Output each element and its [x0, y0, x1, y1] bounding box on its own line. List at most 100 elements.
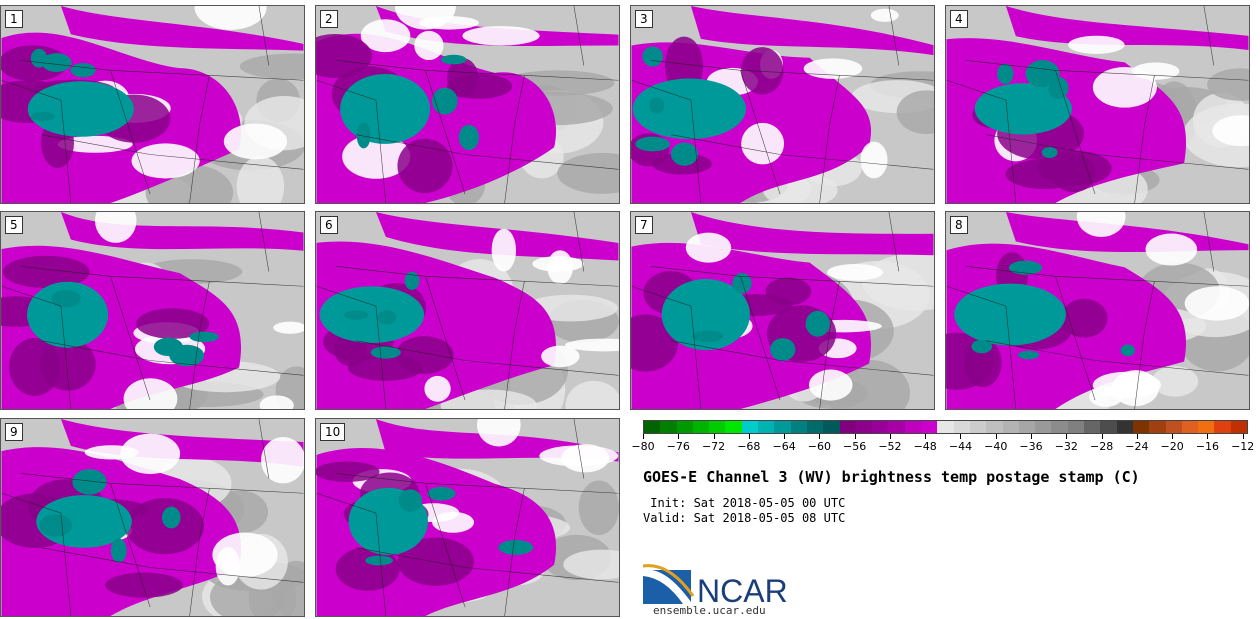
colorbar-segment: [1067, 421, 1085, 433]
map-panel-7: 7: [630, 211, 935, 410]
colorbar-segment: [1149, 421, 1166, 433]
colorbar-tick-label: −72: [701, 440, 726, 453]
colorbar-tick: [854, 434, 856, 439]
colorbar-segment: [888, 421, 905, 433]
colorbar-segment: [806, 421, 824, 433]
wv-field: [316, 419, 619, 616]
colorbar-tick-label: −60: [807, 440, 831, 453]
colorbar-segment: [1018, 421, 1036, 433]
colorbar-tick-label: −16: [1195, 440, 1220, 453]
colorbar-tick-label: −20: [1160, 440, 1184, 453]
colorbar-segment: [644, 421, 661, 433]
colorbar-segment: [1116, 421, 1133, 433]
panel-label-5: 5: [5, 216, 23, 234]
map-panel-3: 3: [630, 5, 935, 204]
colorbar-tick-label: −56: [843, 440, 867, 453]
colorbar-tick: [1136, 434, 1138, 439]
colorbar-tick-label: −52: [878, 440, 902, 453]
colorbar-segment: [1198, 421, 1215, 433]
wv-field: [1, 212, 304, 409]
colorbar-segment: [1084, 421, 1101, 433]
colorbar-segment: [823, 421, 840, 433]
colorbar-segment: [758, 421, 775, 433]
colorbar-segment: [855, 421, 873, 433]
colorbar-tick-label: −68: [737, 440, 761, 453]
ncar-logo: NCAR: [643, 564, 788, 607]
figure-title: GOES-E Channel 3 (WV) brightness temp po…: [643, 468, 1140, 486]
panel-label-7: 7: [635, 216, 653, 234]
panel-label-4: 4: [950, 10, 968, 28]
colorbar-segment: [1002, 421, 1019, 433]
colorbar-tick-label: −44: [948, 440, 973, 453]
colorbar-tick: [1207, 434, 1209, 439]
valid-time: Valid: Sat 2018-05-05 08 UTC: [643, 511, 846, 525]
colorbar-tick: [1101, 434, 1103, 439]
colorbar-segment: [921, 421, 938, 433]
colorbar-tick-label: −36: [1019, 440, 1043, 453]
colorbar-tick: [819, 434, 821, 439]
colorbar-tick-label: −40: [984, 440, 1008, 453]
colorbar-segment: [1035, 421, 1052, 433]
wv-field: [316, 212, 619, 409]
colorbar-tick-label: −12: [1231, 440, 1255, 453]
colorbar-tick: [1031, 434, 1033, 439]
colorbar-tick: [643, 434, 644, 439]
map-panel-5: 5: [0, 211, 305, 410]
map-panel-4: 4: [945, 5, 1250, 204]
colorbar-tick: [960, 434, 962, 439]
colorbar-tick-label: −64: [772, 440, 796, 453]
map-panel-2: 2: [315, 5, 620, 204]
wv-field: [631, 212, 934, 409]
wv-field: [1, 419, 304, 616]
colorbar-segment: [1181, 421, 1199, 433]
colorbar-tick: [889, 434, 891, 439]
colorbar-segment: [1051, 421, 1068, 433]
ncar-logo-text: NCAR: [697, 573, 788, 607]
map-panel-10: 10: [315, 418, 620, 617]
panel-label-6: 6: [320, 216, 338, 234]
colorbar-tick: [784, 434, 786, 439]
panel-label-9: 9: [5, 423, 23, 441]
colorbar-segment: [774, 421, 791, 433]
colorbar-tick-label: −80: [631, 440, 655, 453]
colorbar-tick: [748, 434, 750, 439]
colorbar-tick: [925, 434, 927, 439]
wv-field: [946, 6, 1249, 203]
colorbar-segment: [937, 421, 954, 433]
colorbar-segment: [969, 421, 987, 433]
panel-label-8: 8: [950, 216, 968, 234]
colorbar-tick-label: −28: [1089, 440, 1114, 453]
colorbar-tick: [713, 434, 715, 439]
colorbar-segment: [790, 421, 807, 433]
colorbar-tick-label: −76: [666, 440, 690, 453]
map-panel-8: 8: [945, 211, 1250, 410]
colorbar-tick-label: −48: [913, 440, 937, 453]
colorbar-segment: [986, 421, 1003, 433]
colorbar-segment: [741, 421, 759, 433]
map-panel-6: 6: [315, 211, 620, 410]
wv-field: [631, 6, 934, 203]
colorbar-segment: [839, 421, 856, 433]
colorbar-segment: [1230, 421, 1247, 433]
wv-field: [1, 6, 304, 203]
colorbar-segment: [1100, 421, 1117, 433]
colorbar-segment: [676, 421, 693, 433]
colorbar-segment: [692, 421, 710, 433]
panel-label-3: 3: [635, 10, 653, 28]
logo-url: ensemble.ucar.edu: [653, 604, 766, 617]
map-panel-1: 1: [0, 5, 305, 204]
colorbar-segment: [904, 421, 922, 433]
colorbar-segment: [1165, 421, 1182, 433]
colorbar-segment: [953, 421, 970, 433]
colorbar-tick: [678, 434, 680, 439]
colorbar-tick: [1066, 434, 1068, 439]
colorbar-segment: [709, 421, 726, 433]
colorbar-tick-label: −24: [1125, 440, 1149, 453]
colorbar-segment: [1132, 421, 1150, 433]
wv-field: [946, 212, 1249, 409]
colorbar-tick: [1242, 434, 1244, 439]
colorbar: [643, 420, 1248, 434]
panel-label-1: 1: [5, 10, 23, 28]
panel-label-2: 2: [320, 10, 338, 28]
colorbar-segment: [1214, 421, 1231, 433]
